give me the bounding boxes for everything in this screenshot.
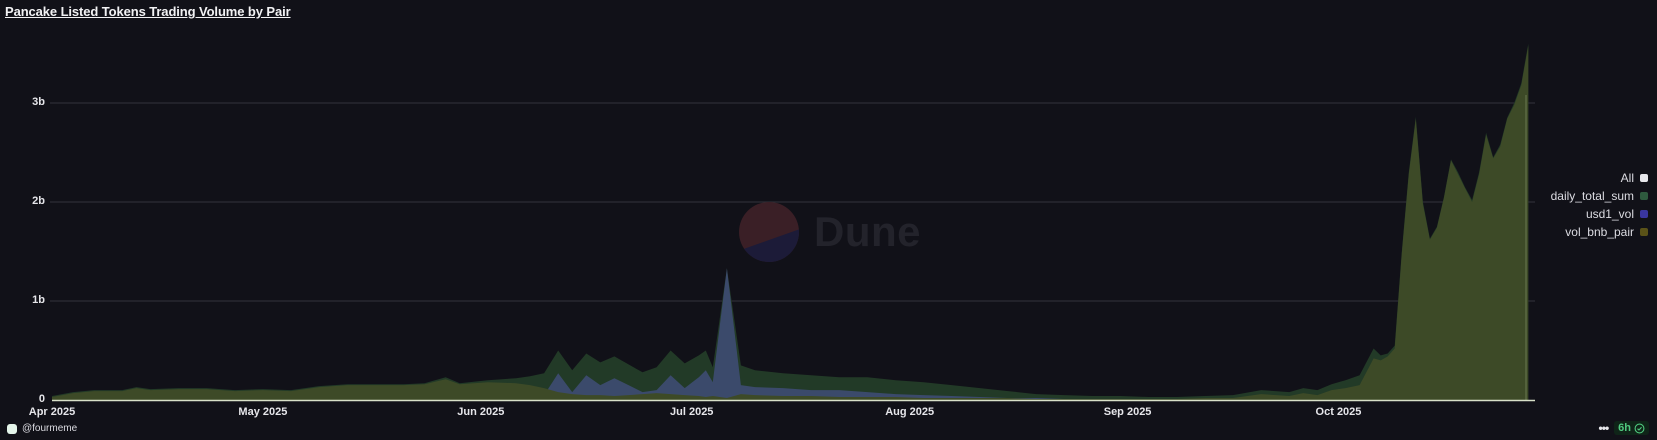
refresh-badge[interactable]: 6h [1614,421,1649,435]
x-tick-label: Oct 2025 [1315,406,1362,418]
legend-label: All [1620,170,1634,185]
legend-swatch-daily-total-sum [1640,191,1648,200]
x-tick-label: May 2025 [238,406,288,418]
y-tick-label: 3b [32,96,45,108]
check-circle-icon [1634,423,1645,433]
legend-item-daily-total-sum[interactable]: daily_total_sum [1551,188,1648,203]
x-tick-label: Jun 2025 [457,406,505,418]
author-name: @fourmeme [22,423,78,434]
x-tick-label: Apr 2025 [28,406,76,418]
area-daily-total-sum[interactable] [52,43,1529,400]
x-tick-label: Jul 2025 [670,406,714,418]
avatar [7,423,17,434]
legend-item-vol-bnb-pair[interactable]: vol_bnb_pair [1565,224,1648,239]
area-vol-bnb-pair[interactable] [52,45,1529,400]
legend: All daily_total_sum usd1_vol vol_bnb_pai… [1551,170,1648,239]
y-tick-label: 0 [38,393,45,405]
legend-item-all[interactable]: All [1621,170,1648,185]
y-tick-label: 1b [32,294,45,306]
refresh-interval: 6h [1618,422,1631,434]
legend-label: vol_bnb_pair [1565,224,1634,239]
legend-swatch-usd1-vol [1640,209,1648,218]
x-tick-label: Sep 2025 [1103,406,1152,418]
legend-swatch-vol-bnb-pair [1640,227,1648,236]
legend-swatch-all [1640,173,1648,182]
legend-item-usd1-vol[interactable]: usd1_vol [1586,206,1648,221]
chart-title[interactable]: Pancake Listed Tokens Trading Volume by … [5,4,291,19]
footer-actions: ••• 6h [1599,421,1649,435]
y-tick-label: 2b [32,195,45,207]
legend-label: daily_total_sum [1550,188,1634,203]
more-options-button[interactable]: ••• [1598,421,1610,435]
author-link[interactable]: @fourmeme [7,423,77,434]
x-tick-label: Aug 2025 [885,406,935,418]
legend-label: usd1_vol [1585,206,1634,221]
